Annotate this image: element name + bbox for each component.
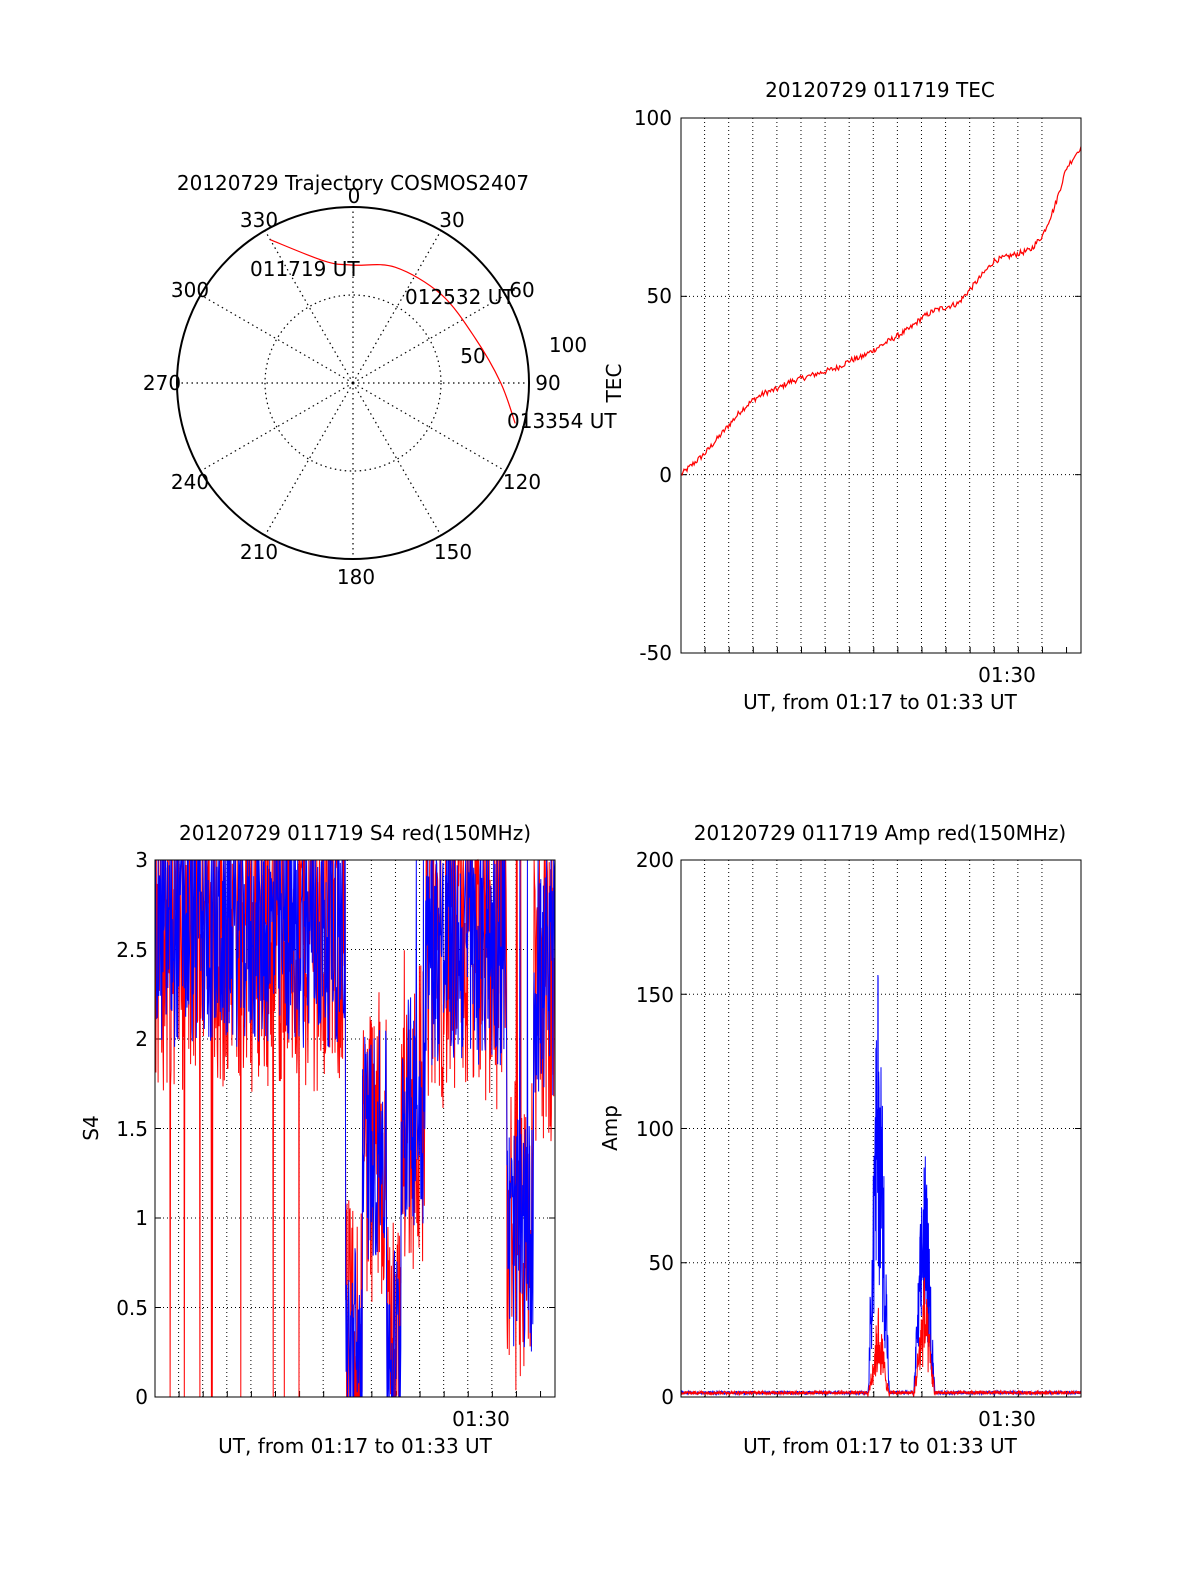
azimuth-label-90: 90 <box>535 371 560 395</box>
trajectory-track <box>270 239 516 424</box>
s4-x-axis-label: UT, from 01:17 to 01:33 UT <box>218 1434 493 1458</box>
s4-y-tick-2.5: 2.5 <box>116 938 148 962</box>
s4-y-tick-2: 2 <box>135 1027 148 1051</box>
azimuth-label-0: 0 <box>348 184 361 208</box>
trajectory-panel: 20120729 Trajectory COSMOS2407 0 30 60 90 12… <box>143 171 617 589</box>
amp-title: 20120729 011719 Amp red(150MHz) <box>694 821 1066 845</box>
amp-red-trace <box>680 1277 1082 1397</box>
azimuth-label-60: 60 <box>509 278 534 302</box>
polar-spoke-150 <box>352 382 442 536</box>
s4-y-tick-0.5: 0.5 <box>116 1296 148 1320</box>
trajectory-title: 20120729 Trajectory COSMOS2407 <box>177 171 529 195</box>
amp-y-tick-0: 0 <box>661 1385 674 1409</box>
tec-y-tick-100: 100 <box>634 106 672 130</box>
annotation-mid-time: 012532 UT <box>405 285 515 309</box>
tec-grid <box>681 118 1081 653</box>
amp-y-tick-150: 150 <box>636 983 674 1007</box>
azimuth-label-270: 270 <box>143 371 181 395</box>
amp-y-tick-200: 200 <box>636 848 674 872</box>
polar-spoke-240 <box>200 382 354 472</box>
amp-plot-frame <box>680 859 1082 1398</box>
azimuth-label-120: 120 <box>503 470 541 494</box>
amp-series <box>680 974 1082 1397</box>
s4-y-tick-3: 3 <box>135 848 148 872</box>
tec-y-axis-label: TEC <box>602 364 626 404</box>
annotation-end-time: 013354 UT <box>507 409 617 433</box>
s4-y-tick-1: 1 <box>135 1206 148 1230</box>
azimuth-label-30: 30 <box>439 208 464 232</box>
azimuth-label-300: 300 <box>171 278 209 302</box>
amp-x-axis-label: UT, from 01:17 to 01:33 UT <box>743 1434 1018 1458</box>
amp-y-tick-50: 50 <box>649 1251 674 1275</box>
tec-y-tick-0: 0 <box>659 463 672 487</box>
azimuth-label-240: 240 <box>171 470 209 494</box>
polar-azimuth-labels: 0 30 60 90 120 150 180 210 240 270 300 330 <box>143 184 561 589</box>
amp-y-axis-label: Amp <box>598 1105 622 1151</box>
s4-y-tick-0: 0 <box>135 1385 148 1409</box>
radial-tick-label-100: 100 <box>549 333 587 357</box>
azimuth-label-150: 150 <box>434 540 472 564</box>
amp-grid <box>681 860 1081 1397</box>
s4-y-tick-1.5: 1.5 <box>116 1117 148 1141</box>
annotation-start-time: 011719 UT <box>250 257 360 281</box>
tec-y-tick-neg50: -50 <box>639 641 672 665</box>
tec-title: 20120729 011719 TEC <box>765 78 995 102</box>
amp-blue-trace <box>680 974 1082 1397</box>
polar-spoke-210 <box>264 382 354 536</box>
tec-x-tick-0130: 01:30 <box>978 663 1036 687</box>
polar-spoke-330 <box>264 230 354 384</box>
polar-grid-circle-50 <box>264 294 442 472</box>
s4-title: 20120729 011719 S4 red(150MHz) <box>179 821 531 845</box>
tec-plot-frame <box>680 117 1082 654</box>
azimuth-label-210: 210 <box>240 540 278 564</box>
s4-plot-frame <box>154 859 556 1398</box>
amp-x-tick-0130: 01:30 <box>978 1407 1036 1431</box>
tec-panel: 20120729 011719 TEC 100 50 0 -50 01:30 U… <box>602 78 1082 714</box>
azimuth-label-180: 180 <box>337 565 375 589</box>
polar-spoke-300 <box>200 294 354 384</box>
azimuth-label-330: 330 <box>240 208 278 232</box>
tec-series-line <box>680 146 1082 477</box>
s4-x-tick-0130: 01:30 <box>452 1407 510 1431</box>
tec-x-axis-label: UT, from 01:17 to 01:33 UT <box>743 690 1018 714</box>
polar-grid <box>177 207 529 559</box>
tec-y-tick-50: 50 <box>647 284 672 308</box>
amp-y-tick-100: 100 <box>636 1117 674 1141</box>
amp-panel: 20120729 011719 Amp red(150MHz) 200 150 … <box>598 821 1082 1458</box>
s4-panel: 20120729 011719 S4 red(150MHz) 3 2.5 2 1… <box>79 821 556 1458</box>
s4-y-axis-label: S4 <box>79 1115 103 1140</box>
polar-outer-ring <box>176 206 530 560</box>
